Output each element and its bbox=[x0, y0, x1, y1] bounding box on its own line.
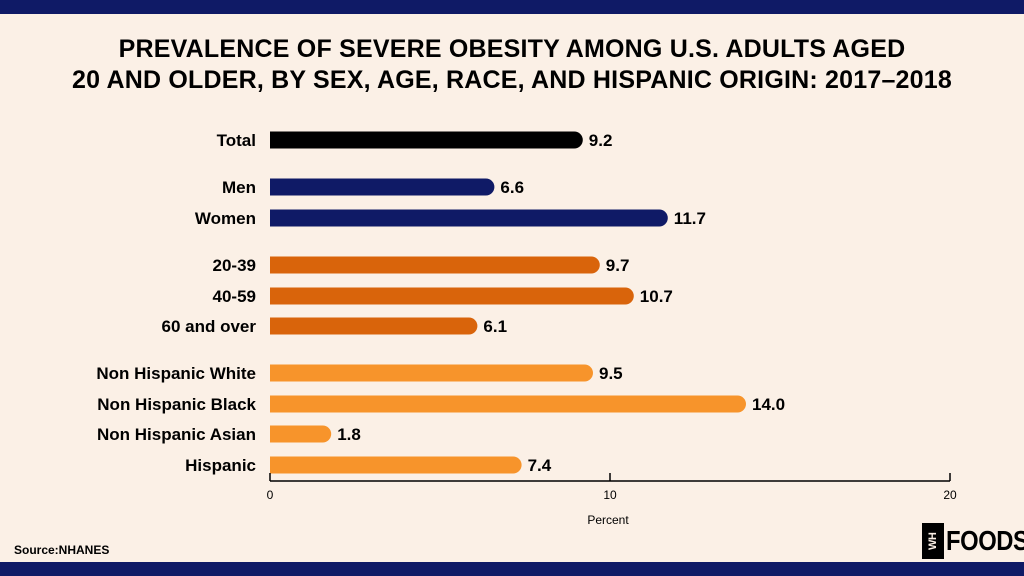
value-label: 11.7 bbox=[674, 209, 706, 228]
chart-title: PREVALENCE OF SEVERE OBESITY AMONG U.S. … bbox=[72, 35, 952, 94]
category-label: Non Hispanic Asian bbox=[97, 425, 256, 444]
value-label: 9.7 bbox=[606, 256, 630, 275]
category-label: Hispanic bbox=[185, 456, 256, 475]
value-label: 6.1 bbox=[483, 317, 507, 336]
bar bbox=[270, 131, 583, 149]
logo-text: FOODS bbox=[946, 525, 1024, 556]
bar bbox=[270, 287, 634, 305]
value-label: 9.2 bbox=[589, 131, 613, 150]
category-label: 60 and over bbox=[162, 317, 257, 336]
bar bbox=[270, 395, 746, 413]
source-note: Source:NHANES bbox=[14, 543, 110, 557]
value-label: 9.5 bbox=[599, 364, 623, 383]
x-tick-label: 0 bbox=[267, 488, 274, 502]
bottom-band bbox=[0, 562, 1024, 576]
x-axis-label: Percent bbox=[587, 513, 629, 527]
value-label: 1.8 bbox=[337, 425, 361, 444]
category-label: Non Hispanic Black bbox=[97, 395, 256, 414]
bar bbox=[270, 256, 600, 274]
category-label: Women bbox=[195, 209, 256, 228]
category-label: 20-39 bbox=[213, 256, 256, 275]
logo-mark: WH bbox=[922, 523, 944, 559]
brand-logo: WH FOODS bbox=[922, 522, 1024, 560]
x-tick-label: 10 bbox=[603, 488, 617, 502]
bar bbox=[270, 456, 522, 474]
bar bbox=[270, 317, 478, 335]
category-label: Total bbox=[217, 131, 256, 150]
category-label: Men bbox=[222, 178, 256, 197]
value-label: 10.7 bbox=[640, 287, 673, 306]
bar bbox=[270, 425, 332, 443]
value-label: 6.6 bbox=[500, 178, 524, 197]
top-band bbox=[0, 0, 1024, 14]
bar bbox=[270, 364, 593, 382]
x-tick-label: 20 bbox=[943, 488, 957, 502]
category-label: Non Hispanic White bbox=[96, 364, 256, 383]
bar bbox=[270, 209, 668, 227]
category-label: 40-59 bbox=[213, 287, 256, 306]
value-label: 14.0 bbox=[752, 395, 785, 414]
value-label: 7.4 bbox=[528, 456, 552, 475]
bar bbox=[270, 178, 495, 196]
